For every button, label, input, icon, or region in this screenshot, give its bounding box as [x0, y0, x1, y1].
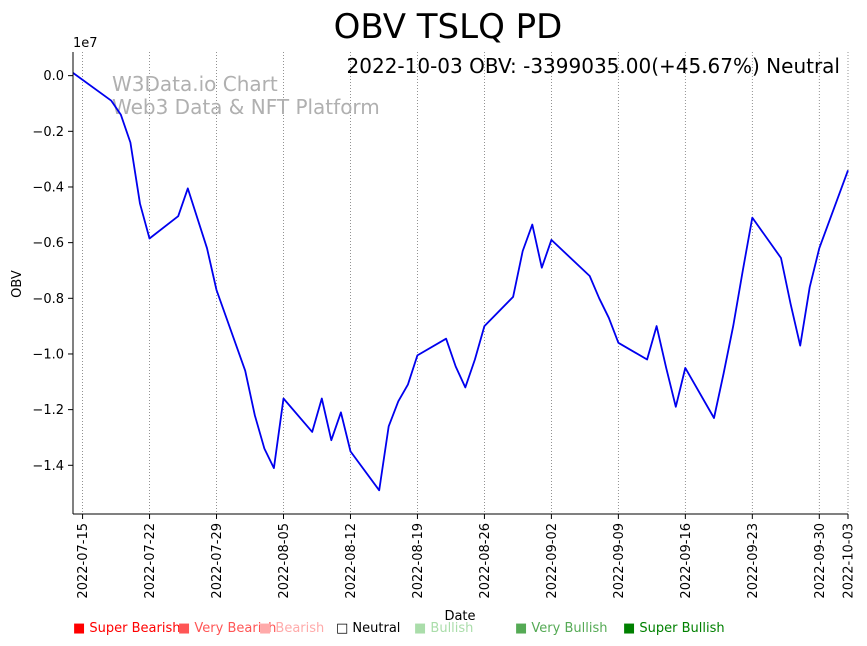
y-tick-label: 0.0 [43, 69, 64, 84]
y-tick-label: −0.6 [32, 236, 64, 251]
legend-item: ■ Super Bullish [623, 621, 725, 636]
y-tick-label: −0.2 [32, 125, 64, 140]
chart-title: OBV TSLQ PD [334, 7, 563, 47]
x-tick-label: 2022-09-02 [545, 523, 560, 599]
y-axis-label: OBV [10, 270, 25, 298]
x-tick-label: 2022-08-19 [411, 523, 426, 599]
legend-item: ■ Super Bearish [73, 621, 181, 636]
x-tick-label: 2022-09-30 [813, 523, 828, 599]
legend-item: ■ Bullish [414, 621, 474, 636]
y-tick-label: −0.8 [32, 292, 64, 307]
y-scale-label: 1e7 [73, 36, 98, 51]
x-tick-label: 2022-07-29 [210, 523, 225, 599]
x-tick-label: 2022-09-16 [679, 523, 694, 599]
y-tick-label: −1.2 [32, 403, 64, 418]
x-tick-label: 2022-08-05 [277, 523, 292, 599]
y-tick-label: −1.0 [32, 347, 64, 362]
x-tick-label: 2022-07-22 [143, 523, 158, 599]
x-tick-label: 2022-09-23 [746, 523, 761, 599]
x-axis-label: Date [444, 609, 475, 624]
x-tick-label: 2022-08-26 [478, 523, 493, 599]
y-tick-label: −1.4 [32, 459, 64, 474]
legend-item: ■ Bearish [259, 621, 325, 636]
legend-item: ■ Very Bullish [515, 621, 608, 636]
y-tick-label: −0.4 [32, 180, 64, 195]
watermark-line-1: W3Data.io Chart [112, 72, 278, 96]
x-tick-label: 2022-07-15 [76, 523, 91, 599]
watermark-line-2: Web3 Data & NFT Platform [112, 95, 380, 119]
x-tick-label: 2022-10-03 [842, 523, 857, 599]
x-tick-label: 2022-08-12 [344, 523, 359, 599]
x-tick-label: 2022-09-09 [612, 523, 627, 599]
chart-annotation: 2022-10-03 OBV: -3399035.00(+45.67%) Neu… [347, 54, 840, 78]
legend-item: □ Neutral [336, 621, 401, 636]
legend-item: ■ Very Bearish [178, 621, 277, 636]
obv-series-line [72, 72, 849, 492]
